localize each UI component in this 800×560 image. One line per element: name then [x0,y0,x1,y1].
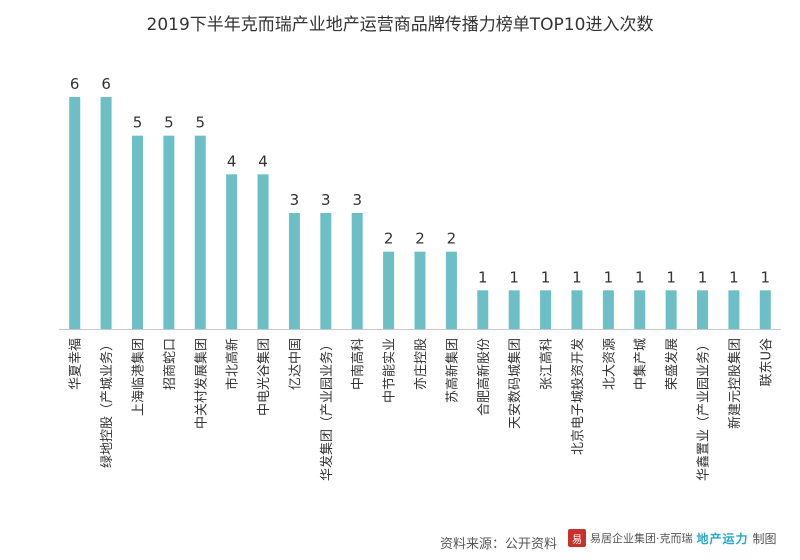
bar [665,290,677,329]
bar [163,135,175,329]
bar-value-label: 1 [478,268,488,286]
bar-value-label: 3 [352,191,362,209]
bar-value-label: 2 [447,230,457,248]
bar-value-label: 1 [604,268,614,286]
brand-logo-icon: 易 [568,529,586,547]
category-label: 亿达中国 [288,338,303,390]
bar [445,251,457,329]
bar [320,213,332,329]
category-label: 新建元控股集团 [727,338,743,429]
bar-value-label: 5 [195,114,205,132]
category-label: 合肥高新股份 [476,338,492,416]
category-label: 苏高新集团 [444,338,460,403]
bar-value-label: 6 [70,75,80,93]
bar [383,251,395,329]
bar [508,290,520,329]
credit-suffix: 制图 [752,531,777,546]
bar-value-label: 2 [415,230,425,248]
bars-group [69,97,771,329]
category-label: 亦庄控股 [413,338,429,390]
brand-text: 易居企业集团·克而瑞 [590,532,693,545]
bar [257,174,269,329]
bar-value-label: 1 [572,268,582,286]
bar [288,213,300,329]
bar [69,97,81,329]
bar-value-label: 4 [227,152,237,170]
category-label: 中电光谷集团 [256,338,272,416]
bar-value-label: 1 [541,268,551,286]
category-label: 华夏幸福 [69,338,84,390]
credit-logo: 地产运力 [696,531,749,546]
brand-block: 易 易居企业集团·克而瑞 地产运力 制图 [568,529,777,547]
bar-value-label: 1 [509,268,519,286]
bar [634,290,646,329]
category-label: 市北高新 [225,338,241,390]
bar [697,290,709,329]
value-labels-group: 6 6 5 5 5 4 4 3 3 3 2 2 2 1 1 1 1 1 1 1 1 1 1 [70,75,770,286]
category-label: 中南高科 [350,338,366,390]
bar [414,251,426,329]
bar [351,213,363,329]
bar [571,290,583,329]
category-label: 华鑫置业（产业园业务） [696,338,712,481]
bar [728,290,740,329]
category-label: 华发集团（产业园业务） [319,338,335,481]
category-label: 荣盛发展 [664,338,680,390]
bar-value-label: 6 [101,75,111,93]
bar [759,290,771,329]
category-label: 绿地控股（产城业务） [99,338,115,468]
bar [477,290,489,329]
source-note: 资料来源：公开资料 [440,537,558,552]
bar-value-label: 1 [729,268,739,286]
bar-value-label: 4 [258,152,268,170]
category-labels-group: 华夏幸福 绿地控股（产城业务） 上海临港集团 招商蛇口 中关村发展集团 市北高新 中电光谷集… [69,338,775,481]
chart-title: 2019下半年克而瑞产业地产运营商品牌传播力榜单TOP10进入次数 [146,15,654,35]
category-label: 张江高科 [539,338,555,390]
bar [100,97,112,329]
category-label: 北京电子城投资开发 [570,338,586,455]
bar-value-label: 3 [321,191,331,209]
bar-value-label: 5 [133,114,143,132]
bar-value-label: 1 [635,268,645,286]
category-label: 北大资源 [602,338,617,390]
category-label: 招商蛇口 [163,338,178,390]
category-label: 联东U谷 [759,338,774,387]
bar [131,135,143,329]
bar-value-label: 5 [164,114,174,132]
bar [194,135,206,329]
category-label: 中关村发展集团 [193,338,209,429]
category-label: 中节能实业 [383,338,398,403]
bar-value-label: 1 [698,268,708,286]
bar-value-label: 2 [384,230,394,248]
category-label: 上海临港集团 [130,338,146,416]
bar-value-label: 1 [666,268,676,286]
bar [540,290,552,329]
bar-value-label: 1 [761,268,771,286]
bar [226,174,238,329]
category-label: 中集产城 [633,338,649,390]
bar-value-label: 3 [290,191,300,209]
bar [602,290,614,329]
category-label: 天安数码城集团 [507,338,523,429]
